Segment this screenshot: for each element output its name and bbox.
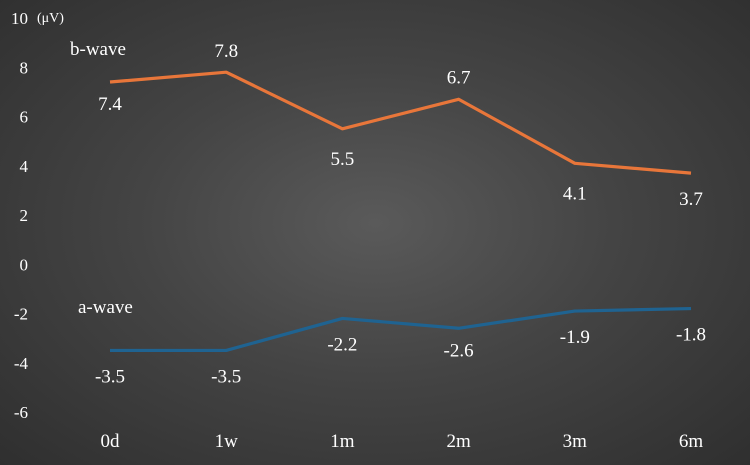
y-tick-label: 4 [20, 157, 29, 176]
data-label: -2.6 [444, 340, 474, 361]
series-name-b-wave: b-wave [70, 39, 126, 60]
x-tick-label: 3m [563, 431, 588, 452]
y-tick-label: -2 [14, 305, 28, 324]
data-label: -1.8 [676, 325, 706, 346]
data-label: -1.9 [560, 327, 590, 348]
y-tick-label: 8 [20, 58, 29, 77]
series-name-a-wave: a-wave [78, 297, 133, 318]
y-tick-label: 0 [20, 255, 29, 274]
y-tick-label: 10 [11, 9, 28, 28]
series-line-b-wave [109, 70, 692, 175]
x-tick-label: 6m [679, 431, 704, 452]
y-tick-label: -6 [14, 403, 28, 422]
data-label: -3.5 [211, 366, 241, 387]
data-label: 3.7 [679, 189, 703, 210]
y-tick-label: 2 [20, 206, 29, 225]
data-label: 6.7 [447, 67, 471, 88]
x-tick-label: 2m [446, 431, 471, 452]
x-tick-label: 1w [215, 431, 239, 452]
data-label: 7.8 [214, 41, 238, 62]
y-unit-label: (μV) [37, 11, 64, 26]
data-label: -2.2 [327, 334, 357, 355]
data-label: 4.1 [563, 183, 587, 204]
series-line-a-wave [110, 306, 692, 353]
data-label: 5.5 [331, 149, 355, 170]
y-tick-label: 6 [20, 108, 29, 127]
x-tick-label: 1m [330, 431, 355, 452]
y-tick-label: -4 [14, 354, 29, 373]
x-tick-label: 0d [101, 431, 121, 452]
data-label: 7.4 [98, 94, 122, 115]
data-label: -3.5 [95, 366, 125, 387]
